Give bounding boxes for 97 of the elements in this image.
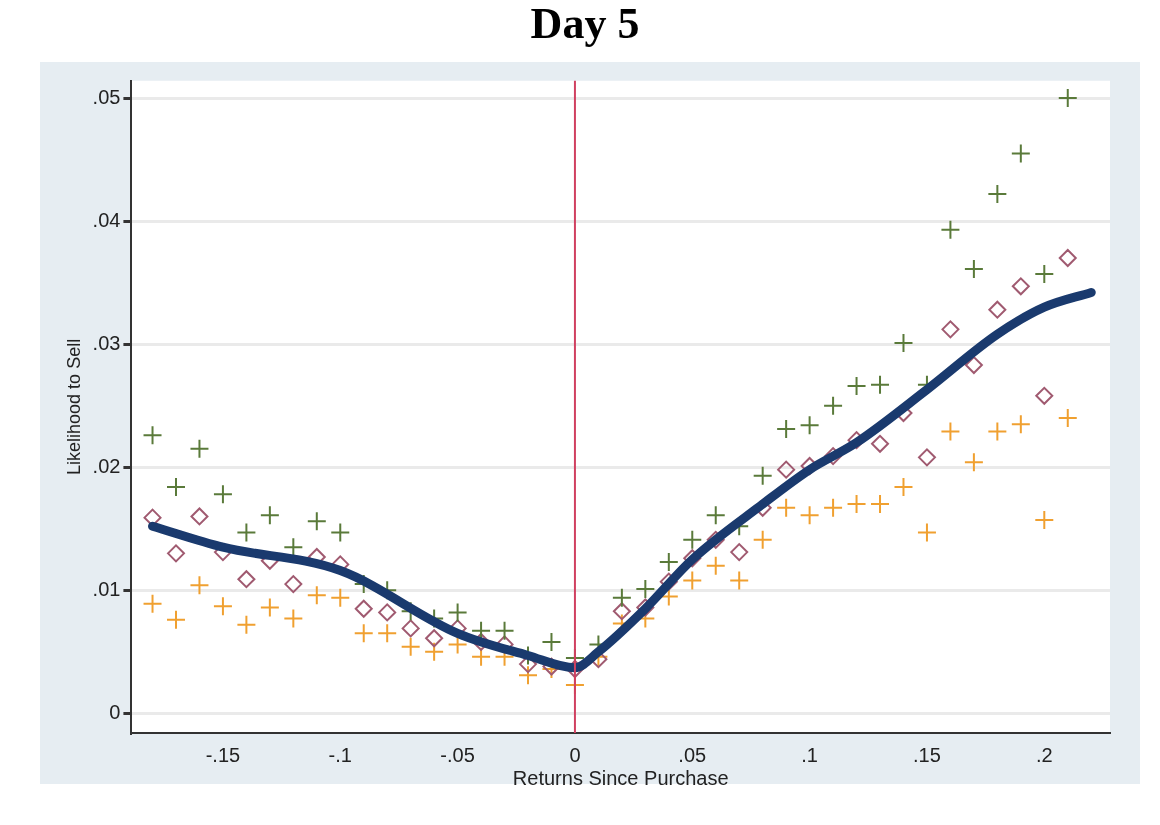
point bbox=[1010, 143, 1031, 164]
point bbox=[1010, 414, 1031, 435]
point bbox=[705, 505, 726, 526]
x-tick-label: -.1 bbox=[328, 743, 352, 766]
point bbox=[705, 555, 726, 576]
point bbox=[190, 507, 209, 526]
x-tick-label: .2 bbox=[1035, 743, 1053, 766]
point bbox=[730, 543, 749, 562]
chart-title: Day 5 bbox=[530, 0, 640, 48]
point bbox=[377, 623, 398, 644]
point bbox=[987, 184, 1008, 205]
point bbox=[259, 597, 280, 618]
point bbox=[189, 438, 210, 459]
point bbox=[963, 259, 984, 280]
point bbox=[284, 575, 303, 594]
point bbox=[518, 665, 539, 686]
point bbox=[165, 609, 186, 630]
point bbox=[236, 614, 257, 635]
y-axis-title: Likelihood to Sell bbox=[63, 338, 84, 475]
point bbox=[166, 544, 185, 563]
point bbox=[237, 570, 256, 589]
point bbox=[424, 641, 445, 662]
point bbox=[306, 585, 327, 606]
point bbox=[776, 497, 797, 518]
point bbox=[987, 421, 1008, 442]
point bbox=[401, 619, 420, 638]
point bbox=[447, 602, 468, 623]
point bbox=[212, 596, 233, 617]
point bbox=[494, 620, 515, 641]
point bbox=[964, 356, 983, 375]
point bbox=[1057, 88, 1078, 109]
point bbox=[1034, 264, 1055, 284]
point bbox=[682, 529, 703, 550]
point bbox=[729, 570, 750, 591]
y-tick-label: .05 bbox=[92, 85, 121, 108]
point bbox=[823, 395, 844, 416]
point bbox=[306, 511, 327, 532]
point bbox=[378, 603, 397, 622]
point bbox=[142, 593, 163, 614]
point bbox=[636, 598, 655, 617]
x-tick-label: -.15 bbox=[205, 743, 241, 766]
point bbox=[870, 494, 891, 515]
point bbox=[212, 484, 233, 505]
x-tick-label: -.05 bbox=[440, 743, 475, 766]
point bbox=[541, 631, 562, 652]
point bbox=[777, 460, 796, 479]
point bbox=[165, 476, 186, 497]
point bbox=[353, 623, 374, 644]
y-tick-label: .02 bbox=[92, 454, 121, 477]
point bbox=[611, 587, 632, 608]
point bbox=[916, 522, 937, 543]
point bbox=[330, 522, 351, 543]
x-tick-label: .15 bbox=[913, 743, 941, 766]
point bbox=[941, 320, 960, 339]
point bbox=[1058, 249, 1077, 267]
point bbox=[776, 419, 797, 440]
point bbox=[799, 415, 820, 436]
point bbox=[823, 497, 844, 518]
y-tick-label: .04 bbox=[92, 208, 121, 231]
point bbox=[330, 587, 351, 608]
point bbox=[612, 602, 631, 621]
point bbox=[189, 575, 210, 596]
point bbox=[846, 494, 867, 515]
x-tick-label: .1 bbox=[801, 743, 818, 766]
point bbox=[940, 421, 961, 442]
point bbox=[893, 476, 914, 497]
point bbox=[1011, 277, 1030, 296]
point bbox=[635, 579, 656, 600]
point bbox=[963, 452, 984, 473]
x-axis-title: Returns Since Purchase bbox=[512, 766, 729, 789]
point bbox=[988, 300, 1007, 319]
point bbox=[142, 425, 163, 446]
point bbox=[871, 434, 890, 453]
point bbox=[940, 219, 961, 240]
y-tick-label: .01 bbox=[92, 577, 121, 600]
point bbox=[893, 332, 914, 353]
x-tick-label: .05 bbox=[678, 743, 707, 766]
point bbox=[425, 629, 444, 648]
point bbox=[870, 374, 891, 395]
point bbox=[259, 505, 280, 526]
point bbox=[846, 375, 867, 396]
point bbox=[354, 599, 373, 618]
point bbox=[1034, 510, 1055, 531]
point bbox=[917, 448, 936, 467]
point bbox=[400, 636, 421, 657]
y-tick-label: .03 bbox=[92, 331, 121, 354]
point bbox=[682, 570, 703, 591]
point bbox=[752, 465, 773, 486]
point bbox=[658, 551, 679, 572]
point bbox=[799, 505, 820, 526]
point bbox=[236, 522, 257, 543]
point bbox=[1035, 386, 1054, 405]
point bbox=[1057, 407, 1078, 428]
y-tick-label: 0 bbox=[109, 700, 121, 723]
point bbox=[752, 529, 773, 550]
point bbox=[283, 608, 304, 629]
x-tick-label: 0 bbox=[569, 743, 581, 766]
